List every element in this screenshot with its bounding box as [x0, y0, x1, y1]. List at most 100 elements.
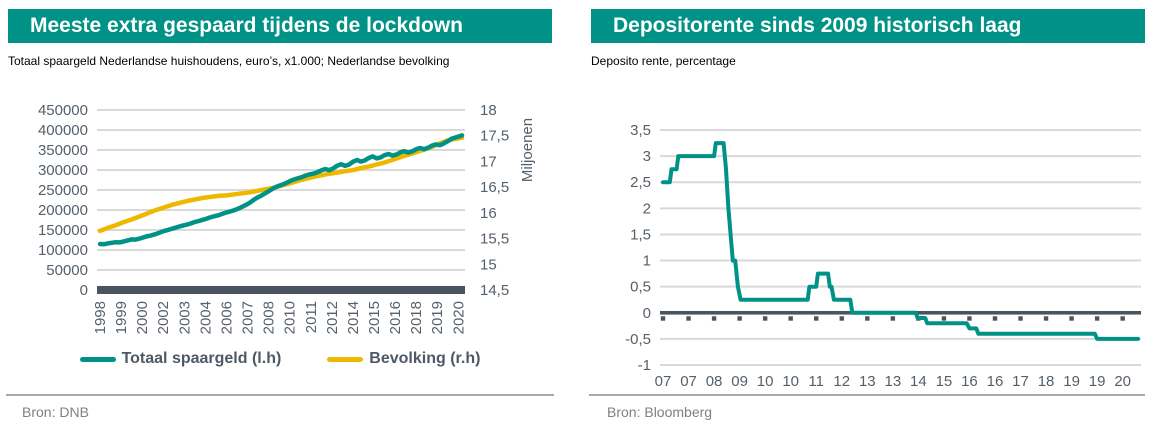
deposit-rate-panel: Depositorente sinds 2009 historisch laag…	[575, 0, 1151, 432]
x-axis-label: 14	[910, 373, 927, 390]
x-axis-label: 15	[936, 373, 953, 390]
right-y-axis-label: 18	[480, 102, 497, 119]
left-y-axis-label: 450000	[38, 102, 88, 119]
right-chart-subtitle: Deposito rente, percentage	[591, 54, 736, 68]
right-chart-title: Depositorente sinds 2009 historisch laag	[613, 14, 1022, 37]
x-axis-bar	[97, 286, 465, 294]
deposit-rate-line	[661, 141, 1140, 341]
savings-chart-panel: Meeste extra gespaard tijdens de lockdow…	[0, 0, 575, 432]
x-axis-label: 1998	[92, 301, 109, 334]
right-y-axis-label: 15	[480, 256, 497, 273]
x-axis-label: 2008	[261, 301, 278, 334]
axis-tick	[865, 316, 870, 321]
axis-tick	[1094, 316, 1100, 321]
x-axis-label: 20	[1114, 373, 1131, 390]
x-axis-label: 2019	[429, 301, 446, 334]
x-axis-label: 2018	[408, 301, 425, 334]
spaargeld-line-swatch	[79, 356, 116, 362]
right-source-text: Bron: Bloomberg	[607, 404, 713, 420]
axis-tick	[839, 316, 844, 321]
axis-tick	[941, 316, 947, 321]
y-axis-label: 0,5	[630, 279, 651, 296]
y-axis-label: -1	[638, 357, 651, 374]
left-y-axis-label: 0	[80, 282, 88, 299]
x-axis-label: 2020	[450, 301, 467, 334]
y-axis-label: 1	[643, 253, 651, 270]
axis-tick	[686, 316, 691, 321]
legend-item-spaargeld: Totaal spaargeld (l.h)	[79, 350, 282, 368]
left-y-axis-label: 100000	[38, 242, 88, 259]
y-axis-label: -0,5	[625, 331, 651, 348]
axis-tick	[1120, 316, 1125, 321]
left-y-axis-label: 200000	[38, 202, 88, 219]
x-axis-label: 2012	[324, 301, 341, 334]
axis-tick	[762, 316, 768, 321]
x-axis-label: 2011	[303, 301, 320, 333]
x-axis-label: 13	[884, 373, 901, 390]
y-axis-label: 0	[643, 305, 651, 322]
right-y-axis-label: 16,5	[480, 179, 509, 196]
x-axis-label: 2014	[345, 301, 362, 334]
right-chart-title-bar: Depositorente sinds 2009 historisch laag	[591, 9, 1145, 43]
spaargeld-line	[97, 133, 465, 247]
axis-tick	[814, 316, 819, 321]
legend-label-spaargeld: Totaal spaargeld (l.h)	[121, 350, 282, 367]
y-axis-label: 1,5	[630, 226, 651, 243]
x-axis-label: 2000	[134, 301, 151, 334]
y-axis-label: 3	[643, 148, 651, 165]
axis-tick	[711, 316, 717, 321]
savings-population-line-chart: 450000 400000 350000 300000 250000 200000 1500…	[38, 102, 536, 334]
axis-tick	[1043, 316, 1049, 321]
x-axis-label: 11	[808, 373, 824, 390]
x-axis-label: 16	[987, 373, 1004, 390]
axis-tick	[1018, 316, 1023, 321]
x-axis-label: 19	[1063, 373, 1080, 390]
left-y-axis-label: 400000	[38, 122, 88, 139]
x-axis-label: 07	[655, 373, 672, 390]
left-y-axis-label: 300000	[38, 162, 88, 179]
y-axis-label: 2	[643, 200, 651, 217]
x-axis-label: 2015	[366, 301, 383, 334]
right-y-axis-label: 16	[480, 205, 497, 222]
right-source-divider	[589, 394, 1145, 396]
axis-tick	[737, 316, 742, 321]
x-axis-label: 2003	[176, 301, 193, 334]
axis-tick	[890, 316, 896, 321]
x-axis-label: 07	[680, 373, 697, 390]
left-chart-legend: Totaal spaargeld (l.h) Bevolking (r.h)	[8, 350, 552, 368]
left-y-axis-label: 350000	[38, 142, 88, 159]
y-axis-label: 3,5	[630, 122, 651, 139]
axis-tick	[1069, 316, 1074, 321]
x-axis-label: 12	[833, 373, 850, 390]
x-axis-label: 19	[1089, 373, 1106, 390]
axis-tick	[660, 316, 666, 321]
right-y-axis-label: 15,5	[480, 231, 509, 248]
x-axis-label: 08	[706, 373, 723, 390]
right-y-axis-label: 17,5	[480, 128, 509, 145]
left-chart-subtitle: Totaal spaargeld Nederlandse huishoudens…	[8, 54, 450, 68]
bevolking-line-swatch	[327, 356, 364, 362]
x-axis-label: 2006	[218, 301, 235, 334]
left-chart-title: Meeste extra gespaard tijdens de lockdow…	[30, 14, 463, 37]
axis-tick	[992, 316, 998, 321]
x-axis-label: 10	[782, 373, 799, 390]
left-source-divider	[6, 394, 554, 396]
left-y-axis-label: 50000	[46, 262, 88, 279]
right-y-axis-label: 14,5	[480, 282, 509, 299]
left-y-axis-label: 150000	[38, 222, 88, 239]
x-axis-label: 13	[859, 373, 876, 390]
x-axis-label: 2002	[155, 301, 172, 334]
x-axis-label: 2007	[240, 301, 257, 334]
right-y-axis-label: 17	[480, 153, 497, 170]
axis-tick	[967, 316, 972, 321]
x-axis-label: 1999	[113, 301, 130, 334]
deposit-rate-line-chart: 3,532,521,510,50-0,5-107 07 08 09 10 10 11 12 13…	[625, 122, 1141, 390]
right-axis-title: Miljoenen	[519, 118, 536, 182]
left-y-axis-label: 250000	[38, 182, 88, 199]
x-axis-label: 09	[731, 373, 748, 390]
legend-label-bevolking: Bevolking (r.h)	[369, 350, 481, 367]
axis-tick	[788, 316, 793, 321]
x-axis-label: 2016	[387, 301, 404, 334]
x-axis-label: 17	[1012, 373, 1029, 390]
y-axis-label: 2,5	[630, 174, 651, 191]
